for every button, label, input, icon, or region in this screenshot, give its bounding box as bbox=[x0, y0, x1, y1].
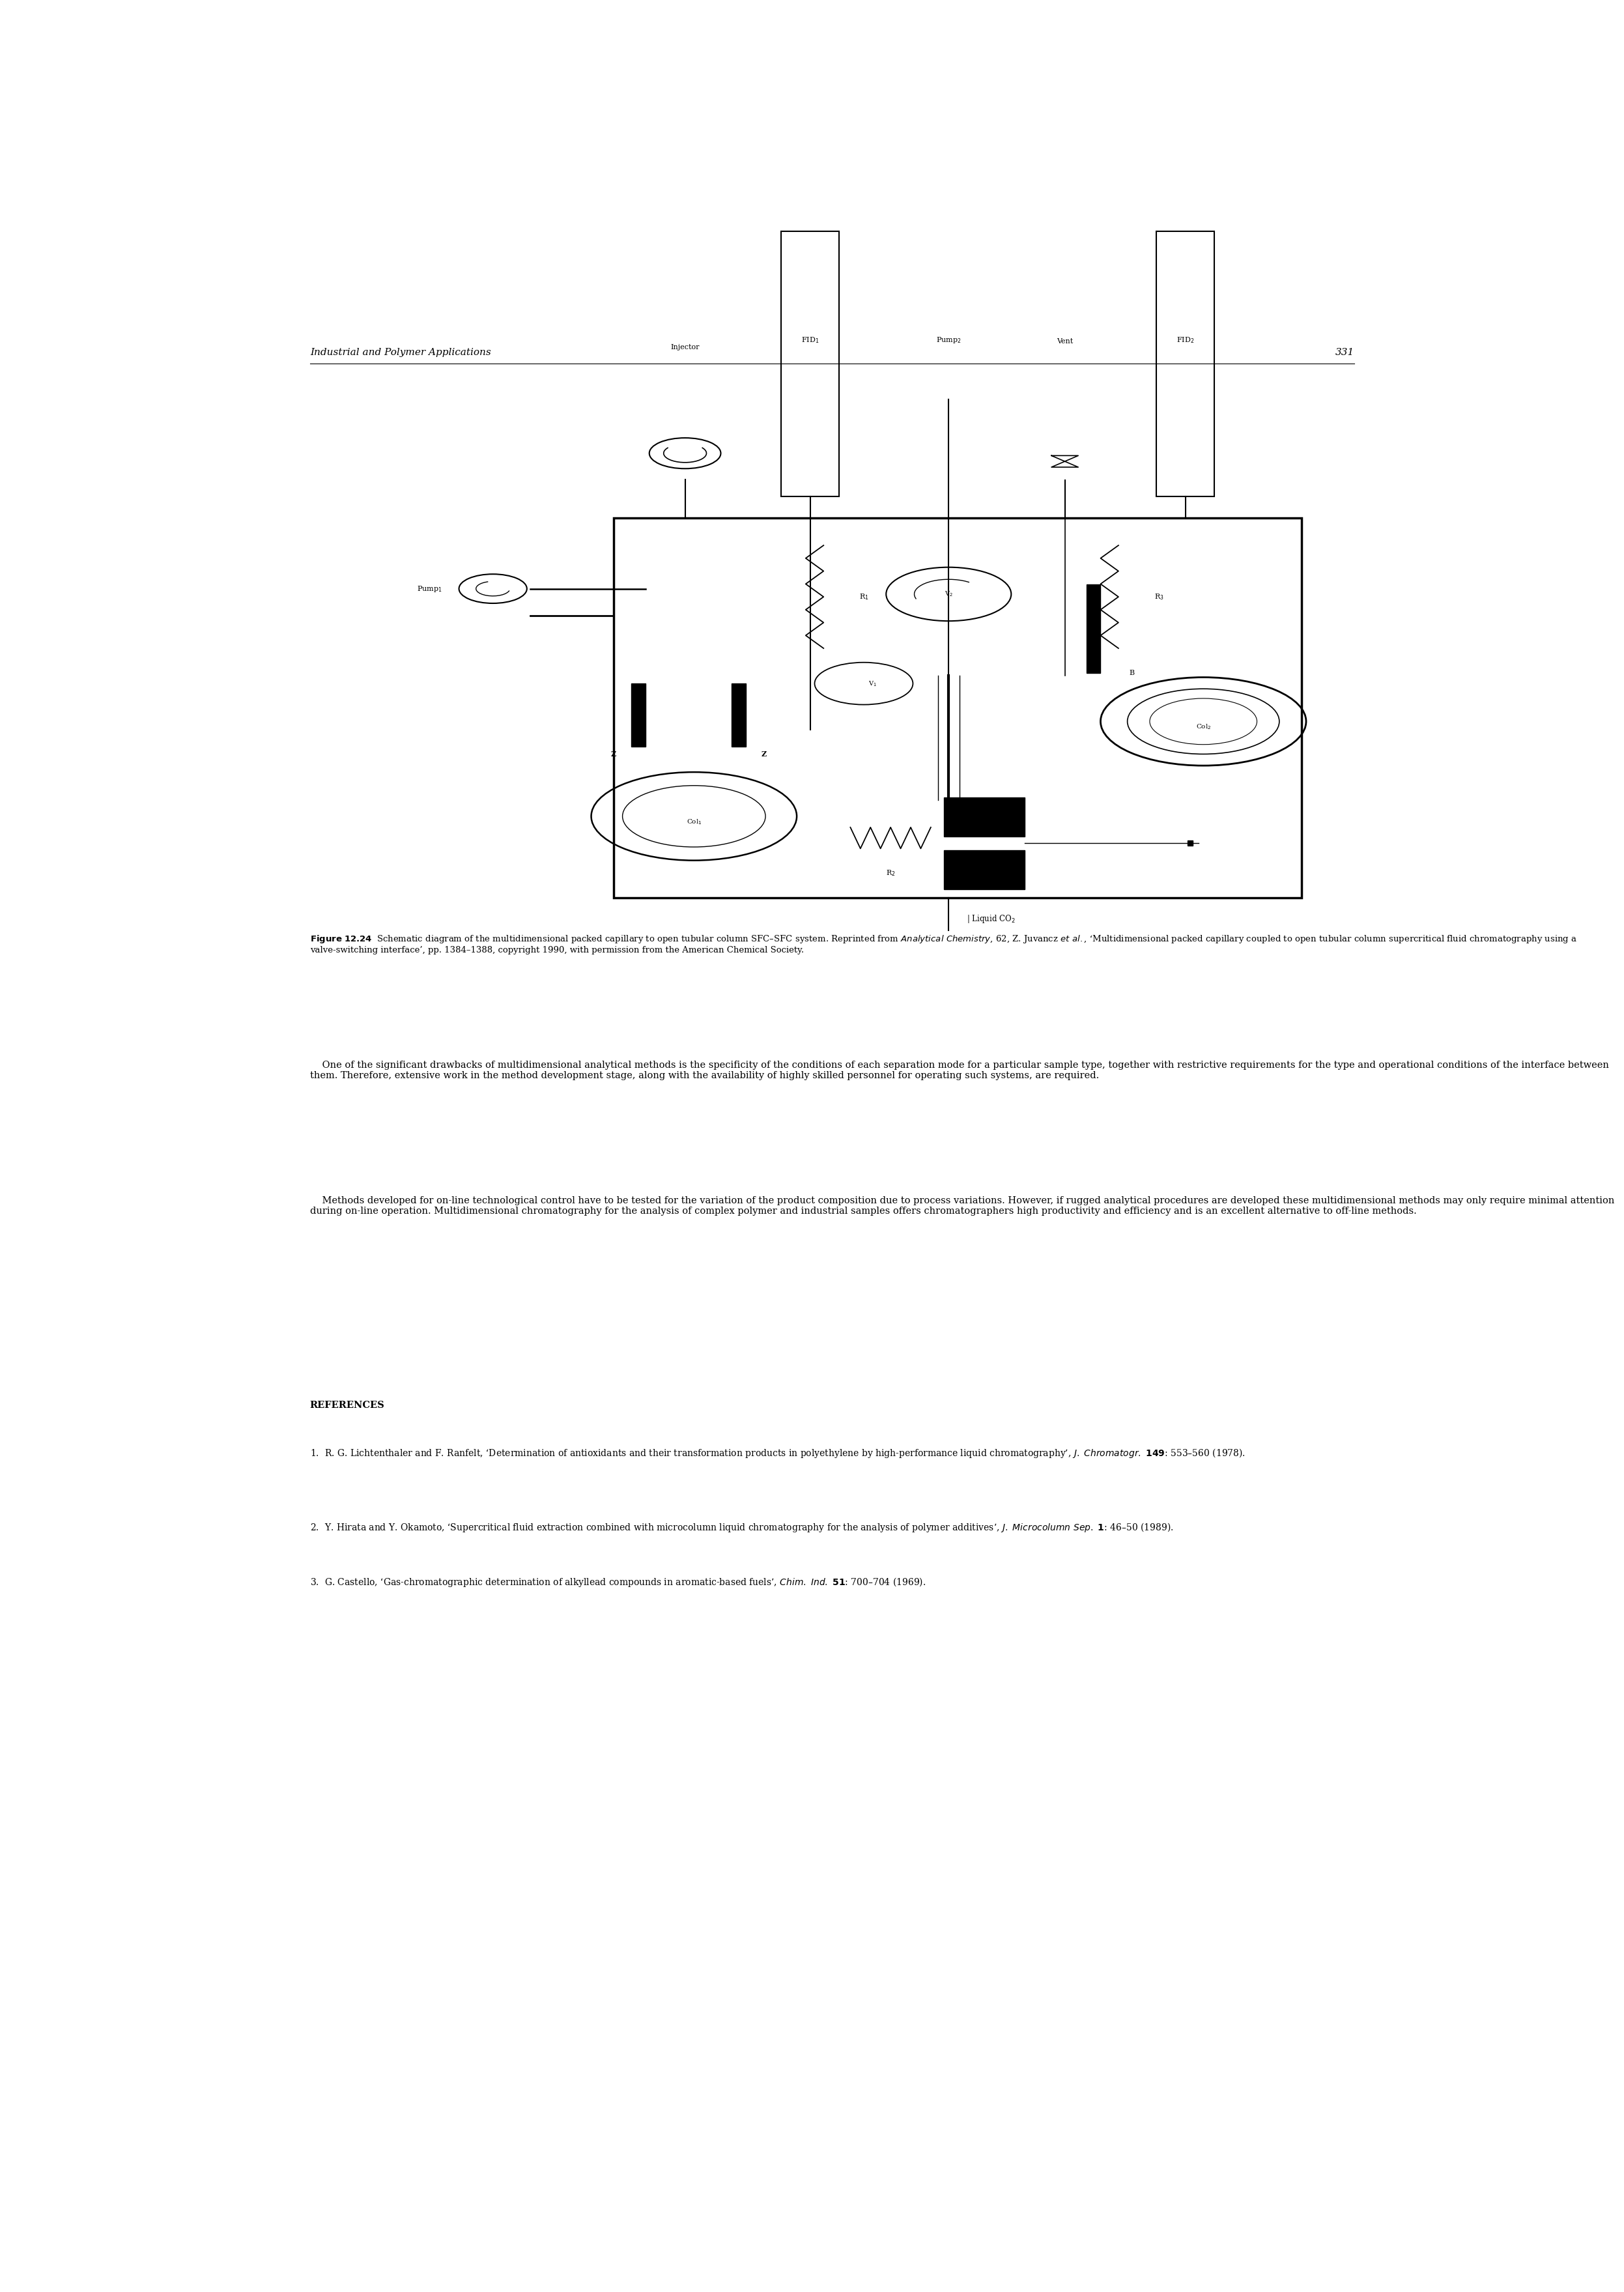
Text: T: T bbox=[955, 876, 960, 882]
Bar bbox=[1086, 584, 1101, 672]
Text: Methods developed for on-line technological control have to be tested for the va: Methods developed for on-line technologi… bbox=[310, 1196, 1614, 1217]
Text: $\bf{Figure\ 12.24}$  Schematic diagram of the multidimensional packed capillary: $\bf{Figure\ 12.24}$ Schematic diagram o… bbox=[310, 933, 1577, 953]
Text: 3.  G. Castello, ‘Gas-chromatographic determination of alkyllead compounds in ar: 3. G. Castello, ‘Gas-chromatographic det… bbox=[310, 1575, 926, 1588]
Text: Industrial and Polymer Applications: Industrial and Polymer Applications bbox=[310, 348, 490, 358]
Bar bbox=[1156, 231, 1215, 497]
Bar bbox=[781, 231, 840, 497]
Text: 331: 331 bbox=[1335, 348, 1354, 358]
Text: Z: Z bbox=[611, 749, 615, 759]
Text: B: B bbox=[1129, 669, 1135, 676]
Text: FID$_1$: FID$_1$ bbox=[801, 337, 818, 344]
Bar bbox=[944, 850, 1025, 889]
Text: V$_2$: V$_2$ bbox=[945, 589, 953, 598]
Bar bbox=[944, 798, 1025, 837]
Text: V$_1$: V$_1$ bbox=[869, 678, 877, 688]
Text: Col$_1$: Col$_1$ bbox=[687, 818, 702, 825]
Text: Col$_2$: Col$_2$ bbox=[1195, 722, 1212, 731]
Bar bbox=[632, 683, 646, 747]
Text: | Liquid CO$_2$: | Liquid CO$_2$ bbox=[966, 915, 1015, 924]
Text: Injector: Injector bbox=[671, 344, 700, 351]
Bar bbox=[614, 518, 1301, 898]
Text: 2.  Y. Hirata and Y. Okamoto, ‘Supercritical fluid extraction combined with micr: 2. Y. Hirata and Y. Okamoto, ‘Supercriti… bbox=[310, 1522, 1174, 1533]
Text: Pump$_2$: Pump$_2$ bbox=[935, 335, 961, 344]
Text: 1.  R. G. Lichtenthaler and F. Ranfelt, ‘Determination of antioxidants and their: 1. R. G. Lichtenthaler and F. Ranfelt, ‘… bbox=[310, 1446, 1246, 1460]
Text: Vent: Vent bbox=[1057, 339, 1073, 344]
Text: Pump$_1$: Pump$_1$ bbox=[417, 584, 442, 594]
Bar bbox=[731, 683, 745, 747]
Text: FID$_2$: FID$_2$ bbox=[1176, 337, 1194, 344]
Text: One of the significant drawbacks of multidimensional analytical methods is the s: One of the significant drawbacks of mult… bbox=[310, 1061, 1609, 1080]
Text: R$_1$: R$_1$ bbox=[859, 591, 869, 601]
Text: Z: Z bbox=[762, 749, 767, 759]
Text: R$_3$: R$_3$ bbox=[1155, 591, 1164, 601]
Text: REFERENCES: REFERENCES bbox=[310, 1400, 385, 1410]
Text: R$_2$: R$_2$ bbox=[885, 869, 895, 878]
